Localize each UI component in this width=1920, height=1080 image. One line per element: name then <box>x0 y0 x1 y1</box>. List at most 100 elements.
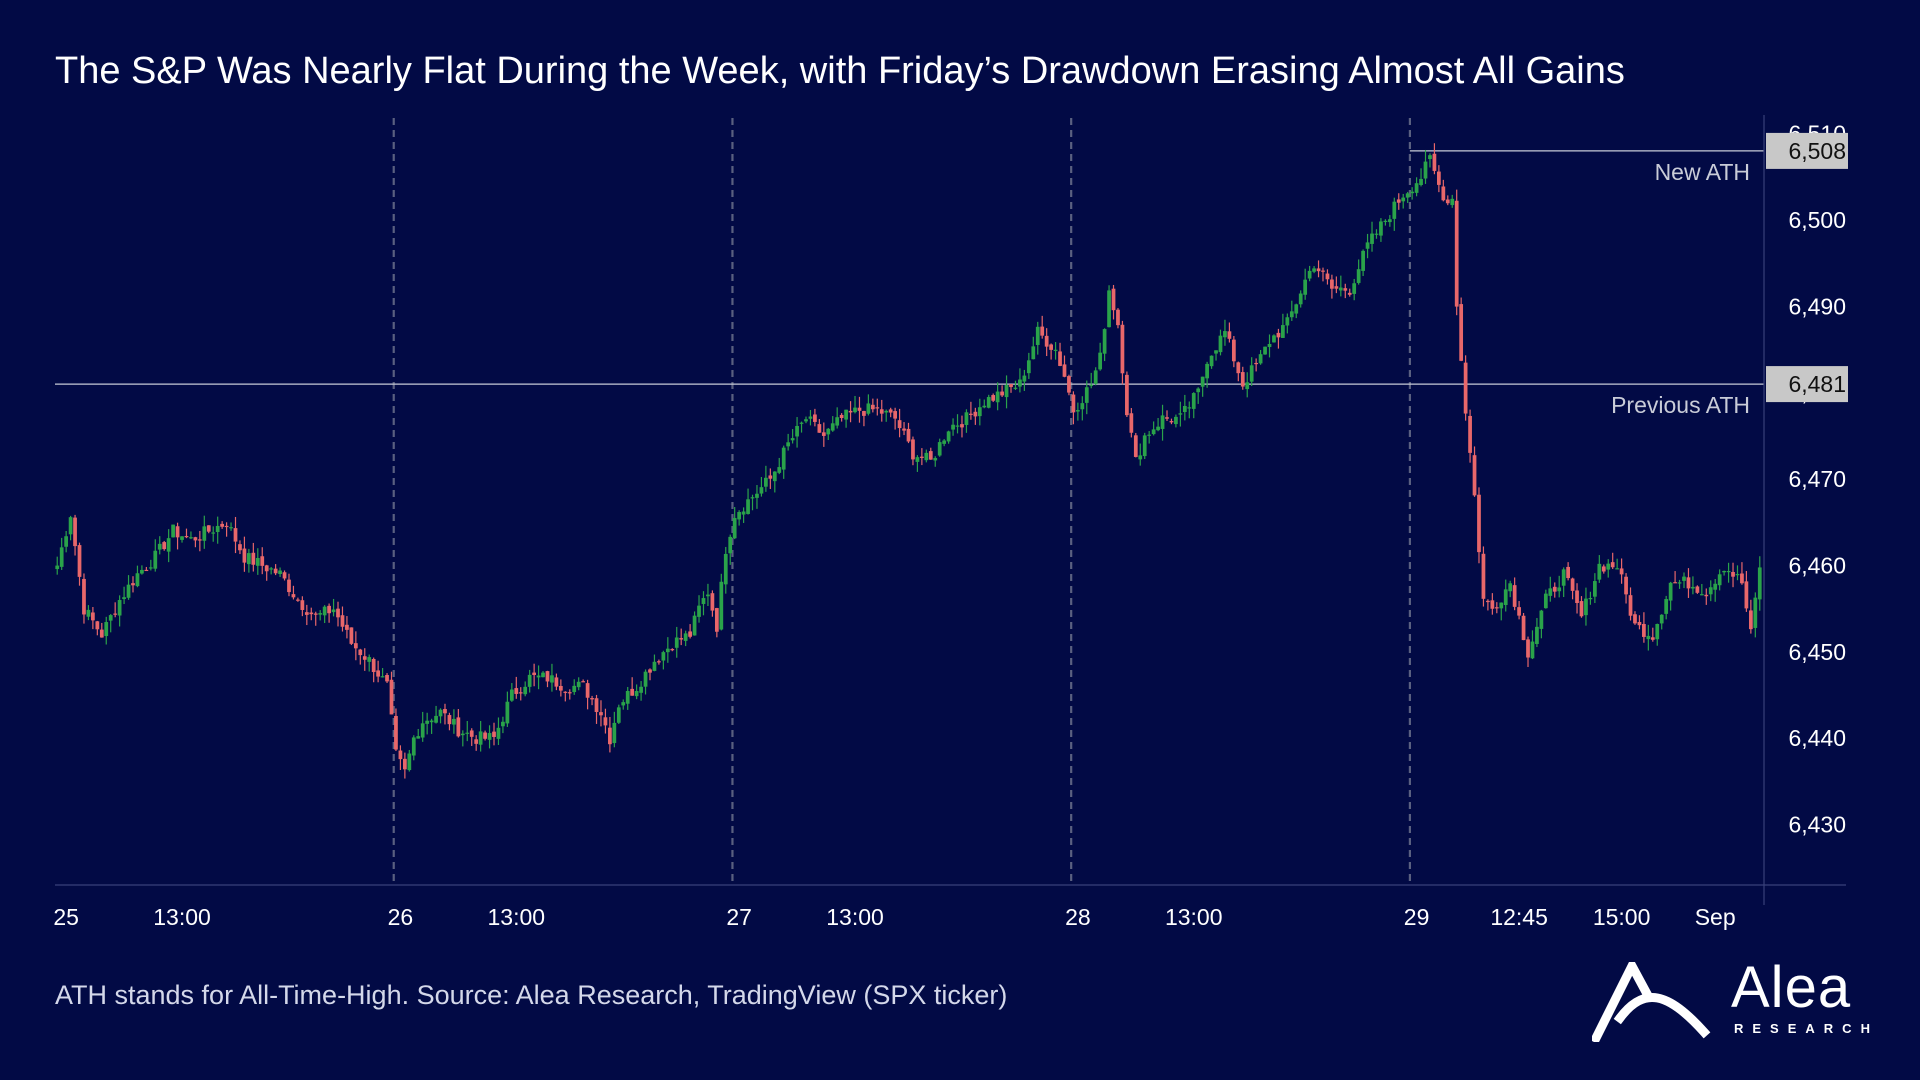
candle <box>385 673 389 684</box>
candle <box>875 398 880 416</box>
candle-body <box>1731 571 1735 577</box>
candle-body <box>1708 587 1713 595</box>
candle <box>91 607 95 630</box>
candle-body <box>1263 346 1267 355</box>
candle <box>55 556 60 575</box>
candle <box>157 536 162 555</box>
candle-body <box>844 409 848 420</box>
candle <box>768 468 773 489</box>
candle <box>255 548 260 575</box>
candle <box>928 447 933 460</box>
candle-body <box>1093 370 1098 384</box>
candle <box>960 415 964 438</box>
candle <box>835 407 840 429</box>
candle-body <box>1316 268 1321 272</box>
candle-body <box>1334 286 1339 289</box>
candle-body <box>113 613 118 615</box>
candle-body <box>608 727 612 745</box>
candle <box>211 526 216 542</box>
candle <box>1503 579 1508 612</box>
candle <box>193 536 198 548</box>
candle <box>786 433 791 451</box>
candle <box>679 628 684 646</box>
candle-body <box>1080 403 1085 410</box>
candle <box>670 648 675 652</box>
candle <box>1133 432 1138 458</box>
candle-body <box>545 671 550 682</box>
candle <box>162 540 167 551</box>
reference-line-label: Previous ATH <box>1611 392 1750 418</box>
candle <box>728 534 733 565</box>
candle-body <box>986 397 991 408</box>
chart-title: The S&P Was Nearly Flat During the Week,… <box>55 50 1625 92</box>
candle <box>1285 313 1290 334</box>
candle <box>692 611 697 636</box>
candle-body <box>1245 382 1250 390</box>
candle-body <box>1223 331 1227 338</box>
candle-body <box>1062 364 1067 377</box>
candle <box>625 686 630 710</box>
candle <box>567 689 572 700</box>
candle <box>1205 361 1209 388</box>
candle-body <box>86 609 91 617</box>
candle <box>425 712 430 735</box>
candle <box>1325 269 1330 285</box>
candle <box>402 752 407 779</box>
candle-body <box>951 424 955 430</box>
candle <box>946 430 951 444</box>
candle-body <box>1214 350 1218 354</box>
candle-body <box>1142 435 1147 457</box>
source-note: ATH stands for All-Time-High. Source: Al… <box>55 980 1008 1010</box>
candle-body <box>1543 593 1548 609</box>
candle-body <box>287 579 291 593</box>
candle <box>1722 570 1726 576</box>
candle-body <box>1740 573 1744 584</box>
candle-body <box>634 690 639 697</box>
candle <box>585 679 590 710</box>
candle <box>1481 546 1486 607</box>
candle <box>496 717 501 745</box>
candle <box>951 418 955 436</box>
candle-body <box>126 584 131 598</box>
candle-body <box>104 622 109 637</box>
candle-body <box>1165 417 1169 419</box>
candle <box>514 676 519 699</box>
candle-body <box>1236 362 1241 374</box>
candle <box>804 416 808 424</box>
x-tick-label: 12:45 <box>1490 904 1548 930</box>
candle <box>1312 266 1316 274</box>
candle <box>1178 401 1183 427</box>
candle <box>1423 149 1428 184</box>
x-tick-label: 26 <box>388 904 414 930</box>
candle <box>420 711 425 742</box>
candle <box>973 407 978 425</box>
candle-body <box>197 539 202 541</box>
candle <box>1659 614 1664 630</box>
candle-body <box>1481 553 1486 599</box>
candle-body <box>1472 455 1477 496</box>
candle-body <box>848 410 853 413</box>
candle-body <box>719 581 724 630</box>
candle <box>242 536 247 572</box>
candle <box>452 709 456 734</box>
candle <box>853 395 857 414</box>
candle-body <box>73 517 77 547</box>
candle-body <box>1111 288 1116 311</box>
candle-body <box>1575 590 1579 604</box>
candle <box>371 657 376 683</box>
candle-body <box>1494 607 1499 609</box>
candle-body <box>821 432 826 436</box>
candle-body <box>563 691 568 693</box>
candle <box>541 671 545 678</box>
y-tick-label: 6,430 <box>1788 812 1846 838</box>
candle <box>1387 215 1392 227</box>
candle-body <box>1428 155 1432 160</box>
candle-body <box>969 413 973 415</box>
candle-body <box>1294 304 1299 314</box>
candle-body <box>826 428 831 435</box>
candle <box>389 671 394 715</box>
candle <box>701 591 706 616</box>
candle-body <box>1624 576 1628 595</box>
candle <box>273 564 278 576</box>
candle <box>1757 556 1762 611</box>
